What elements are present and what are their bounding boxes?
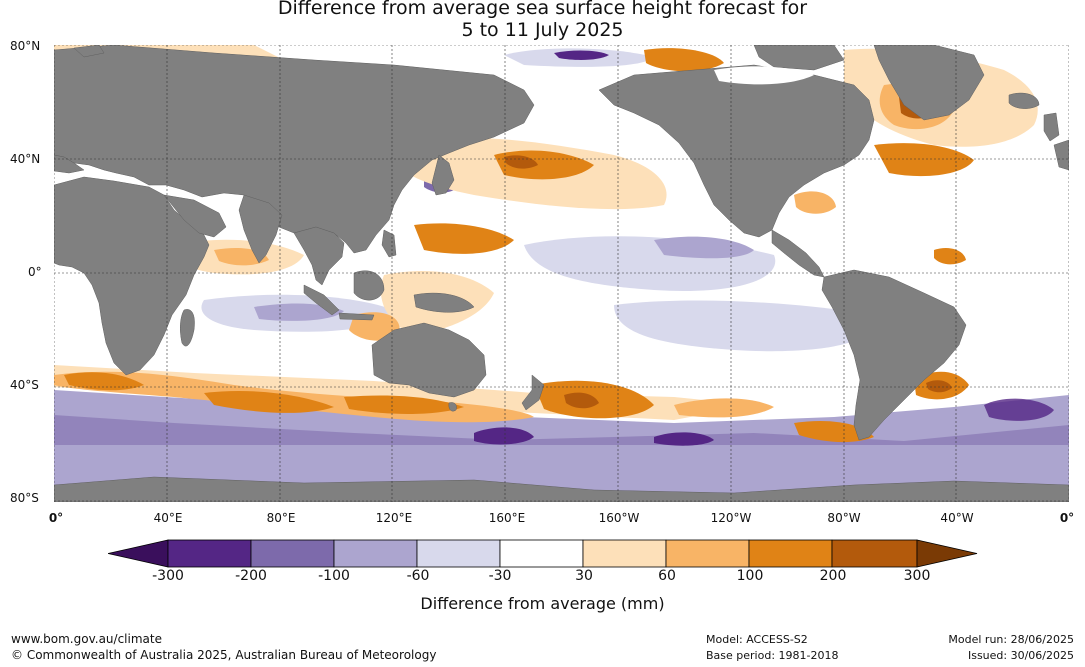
footer-issued: Issued: 30/06/2025 <box>967 649 1074 662</box>
lat-label-40s: 40°S <box>10 378 39 392</box>
land-antarctica <box>54 476 1069 502</box>
land-philippines <box>381 229 397 258</box>
land-greenland <box>873 45 985 121</box>
land-japan <box>431 154 455 196</box>
land-canadian-archipelago <box>753 45 845 71</box>
land-north-america <box>598 64 875 238</box>
lon-label-40w: 40°W <box>940 511 974 525</box>
sea-surface-height-map <box>54 45 1069 502</box>
lat-label-80n: 80°N <box>10 39 41 53</box>
map-title: Difference from average sea surface heig… <box>0 0 1085 41</box>
land-new-zealand <box>521 374 545 411</box>
land-australia <box>371 322 487 398</box>
lon-label-160e: 160°E <box>488 511 526 525</box>
land-madagascar <box>180 309 195 347</box>
colorbar-segment <box>333 539 418 568</box>
footer-model-run: Model run: 28/06/2025 <box>948 633 1074 646</box>
land-arabia <box>163 194 227 238</box>
land-india <box>238 194 283 264</box>
colorbar-tick-label: -100 <box>318 568 350 584</box>
colorbar-tick-label: 60 <box>658 568 676 584</box>
lat-label-equator: 0° <box>28 265 42 279</box>
land-south-america <box>821 269 967 441</box>
land-borneo <box>353 270 385 301</box>
colorbar-arrow-left <box>107 539 169 568</box>
colorbar-title: Difference from average (mm) <box>420 594 665 613</box>
land-svalbard <box>73 45 105 58</box>
lat-label-80s: 80°S <box>10 491 39 505</box>
lon-label-0-left: 0° <box>48 511 64 525</box>
colorbar-segment <box>499 539 584 568</box>
lon-label-80e: 80°E <box>266 511 296 525</box>
land-java <box>338 312 375 321</box>
colorbar-segment <box>250 539 335 568</box>
lon-label-80w: 80°W <box>827 511 861 525</box>
colorbar-tick-label: 100 <box>736 568 764 584</box>
land-new-guinea <box>413 292 475 313</box>
land-europe-right <box>1053 139 1069 171</box>
map-title-line-2: 5 to 11 July 2025 <box>461 19 624 41</box>
lon-label-120w: 120°W <box>710 511 752 525</box>
lon-label-40e: 40°E <box>153 511 183 525</box>
land-iceland <box>1008 92 1040 109</box>
land-masses <box>54 45 1069 502</box>
land-british-isles <box>1043 112 1060 142</box>
colorbar-tick-label: 200 <box>819 568 847 584</box>
map-title-line-1: Difference from average sea surface heig… <box>277 0 808 19</box>
graticule <box>54 45 1069 502</box>
land-eurasia <box>54 45 535 254</box>
land-tasmania <box>448 402 457 412</box>
lon-label-0-right: 0° <box>1059 511 1075 525</box>
land-western-europe <box>54 154 85 174</box>
land-central-america <box>771 229 825 278</box>
colorbar-tick-label: -300 <box>152 568 184 584</box>
colorbar-segment <box>831 539 918 568</box>
sea-ice <box>714 66 814 85</box>
lon-label-160w: 160°W <box>598 511 640 525</box>
colorbar-segment <box>665 539 750 568</box>
footer-copyright: © Commonwealth of Australia 2025, Austra… <box>11 648 437 662</box>
land-africa <box>54 176 210 376</box>
colorbar-tick-label: -200 <box>235 568 267 584</box>
colorbar-tick-label: -30 <box>488 568 512 584</box>
footer-website: www.bom.gov.au/climate <box>11 632 162 646</box>
negative-anomaly-regions <box>54 48 1069 495</box>
land-se-asia <box>293 226 345 286</box>
colorbar-segment <box>416 539 501 568</box>
colorbar-tick-label: 300 <box>903 568 931 584</box>
land-sumatra <box>303 284 340 316</box>
colorbar-segment <box>582 539 667 568</box>
colorbar <box>107 539 978 569</box>
colorbar-tick-label: -60 <box>406 568 430 584</box>
footer-model: Model: ACCESS-S2 <box>706 633 808 646</box>
colorbar-segment <box>748 539 833 568</box>
colorbar-arrow-right <box>916 539 978 568</box>
colorbar-segment <box>167 539 252 568</box>
lon-label-120e: 120°E <box>375 511 413 525</box>
footer-base-period: Base period: 1981-2018 <box>706 649 839 662</box>
lat-label-40n: 40°N <box>10 152 41 166</box>
colorbar-tick-label: 30 <box>575 568 593 584</box>
